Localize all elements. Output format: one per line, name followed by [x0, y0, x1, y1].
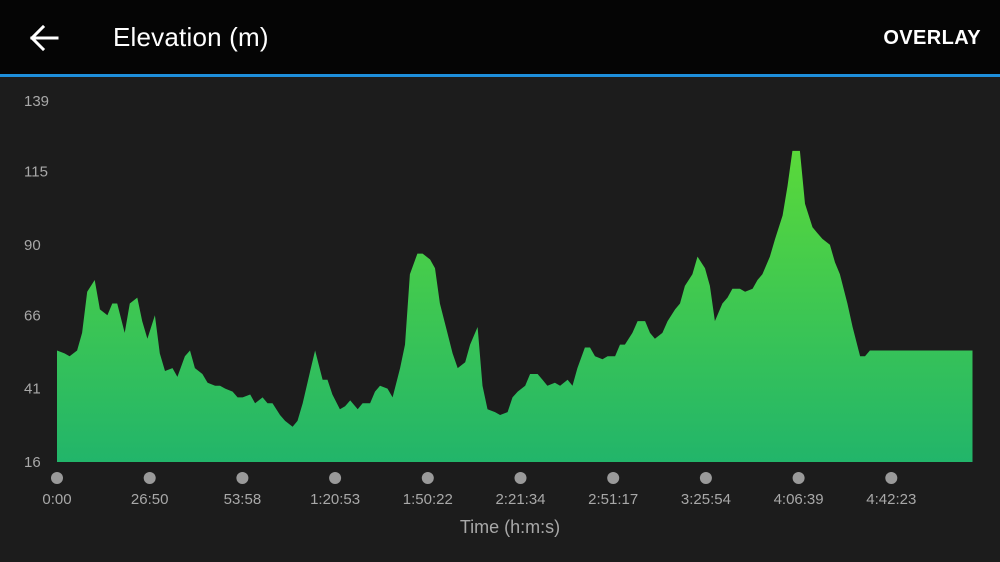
x-tick-label: 4:42:23 [866, 491, 916, 508]
x-axis-marker-dot [51, 472, 63, 484]
y-tick-label: 41 [24, 381, 41, 398]
x-tick-label: 53:58 [224, 491, 262, 508]
x-tick-label: 4:06:39 [774, 491, 824, 508]
page-title: Elevation (m) [113, 22, 269, 52]
y-tick-label: 115 [24, 163, 48, 180]
x-tick-label: 2:21:34 [495, 491, 545, 508]
y-tick-label: 139 [24, 93, 49, 110]
x-axis-label: Time (h:m:s) [460, 517, 560, 537]
x-tick-label: 2:51:17 [588, 491, 638, 508]
header-accent-divider [0, 74, 1000, 77]
y-tick-label: 66 [24, 307, 41, 324]
x-axis-marker-dot [885, 472, 898, 484]
x-axis-marker-dot [143, 472, 156, 484]
arrow-left-icon [29, 25, 59, 51]
x-axis-marker-dot [421, 472, 434, 484]
x-tick-label: 1:20:53 [310, 491, 360, 508]
app-header: Elevation (m) OVERLAY [0, 0, 1000, 77]
x-axis-ticks: 0:00 26:50 53:58 1:20:53 1:50:22 2:21:34 2:51:… [42, 491, 916, 508]
x-tick-label: 0:00 [42, 491, 71, 508]
x-axis-marker-dot [236, 472, 249, 484]
x-axis-markers [51, 472, 898, 484]
overlay-button[interactable]: OVERLAY [883, 27, 981, 49]
x-axis-marker-dot [699, 472, 712, 484]
x-tick-label: 1:50:22 [403, 491, 453, 508]
back-button[interactable] [22, 18, 66, 58]
x-axis-marker-dot [514, 472, 527, 484]
x-tick-label: 3:25:54 [681, 491, 731, 508]
y-axis-ticks: 139 115 90 66 41 16 [24, 93, 49, 471]
y-tick-label: 90 [24, 237, 41, 254]
x-tick-label: 26:50 [131, 491, 169, 508]
x-axis-marker-dot [792, 472, 805, 484]
y-tick-label: 16 [24, 454, 41, 471]
x-axis-marker-dot [607, 472, 620, 484]
elevation-area-series [57, 150, 973, 462]
elevation-chart: 139 115 90 66 41 16 0:00 26:50 53:58 1:20:53 1:50… [24, 93, 973, 537]
x-axis-marker-dot [329, 472, 342, 484]
